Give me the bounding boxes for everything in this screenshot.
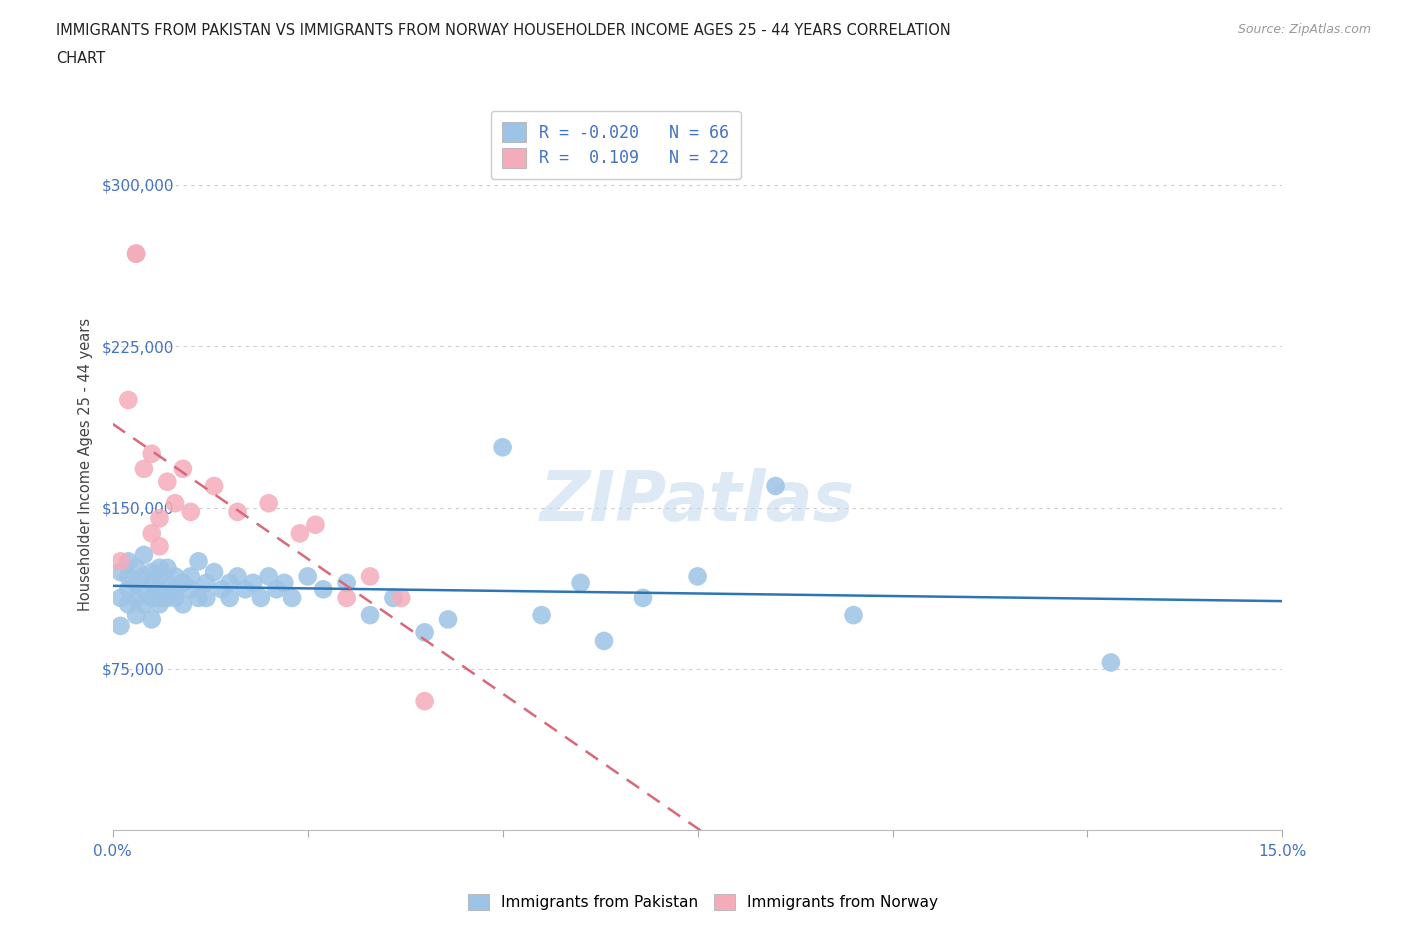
Point bbox=[132, 569, 155, 584]
Point bbox=[250, 591, 273, 605]
Y-axis label: Householder Income Ages 25 - 44 years: Householder Income Ages 25 - 44 years bbox=[79, 318, 93, 611]
Point bbox=[165, 496, 187, 511]
Point bbox=[156, 576, 179, 591]
Point bbox=[242, 576, 264, 591]
Point bbox=[389, 591, 412, 605]
Point bbox=[382, 591, 405, 605]
Point bbox=[218, 576, 240, 591]
Point bbox=[110, 565, 132, 579]
Text: IMMIGRANTS FROM PAKISTAN VS IMMIGRANTS FROM NORWAY HOUSEHOLDER INCOME AGES 25 - : IMMIGRANTS FROM PAKISTAN VS IMMIGRANTS F… bbox=[56, 23, 950, 38]
Point bbox=[148, 538, 170, 553]
Point bbox=[359, 607, 381, 622]
Point bbox=[156, 474, 179, 489]
Point bbox=[117, 569, 139, 584]
Point bbox=[297, 569, 319, 584]
Point bbox=[180, 569, 202, 584]
Point bbox=[226, 504, 249, 519]
Text: ZIPatlas: ZIPatlas bbox=[540, 468, 855, 535]
Point bbox=[273, 576, 295, 591]
Point bbox=[180, 582, 202, 597]
Legend: R = -0.020   N = 66, R =  0.109   N = 22: R = -0.020 N = 66, R = 0.109 N = 22 bbox=[491, 111, 741, 179]
Point bbox=[125, 591, 148, 605]
Point bbox=[125, 607, 148, 622]
Text: CHART: CHART bbox=[56, 51, 105, 66]
Point bbox=[132, 461, 155, 476]
Point bbox=[141, 565, 163, 579]
Point bbox=[686, 569, 709, 584]
Point bbox=[117, 597, 139, 612]
Point bbox=[148, 582, 170, 597]
Point bbox=[233, 582, 256, 597]
Point bbox=[110, 591, 132, 605]
Point bbox=[165, 582, 187, 597]
Point bbox=[117, 392, 139, 407]
Point bbox=[165, 591, 187, 605]
Point bbox=[336, 591, 359, 605]
Point bbox=[125, 561, 148, 576]
Point bbox=[180, 504, 202, 519]
Point bbox=[281, 591, 304, 605]
Point bbox=[125, 576, 148, 591]
Point bbox=[132, 582, 155, 597]
Point bbox=[226, 569, 249, 584]
Point bbox=[218, 591, 240, 605]
Point bbox=[1099, 655, 1122, 670]
Point bbox=[110, 618, 132, 633]
Point bbox=[148, 591, 170, 605]
Point bbox=[132, 597, 155, 612]
Point bbox=[304, 517, 326, 532]
Point bbox=[148, 561, 170, 576]
Point bbox=[569, 576, 592, 591]
Point bbox=[110, 554, 132, 569]
Point bbox=[141, 591, 163, 605]
Point bbox=[125, 246, 148, 261]
Point bbox=[156, 591, 179, 605]
Point bbox=[631, 591, 654, 605]
Point bbox=[172, 461, 194, 476]
Point bbox=[148, 569, 170, 584]
Point bbox=[202, 479, 225, 494]
Point bbox=[257, 496, 280, 511]
Point bbox=[141, 526, 163, 541]
Point bbox=[141, 446, 163, 461]
Text: Source: ZipAtlas.com: Source: ZipAtlas.com bbox=[1237, 23, 1371, 36]
Point bbox=[842, 607, 865, 622]
Point bbox=[437, 612, 460, 627]
Legend: Immigrants from Pakistan, Immigrants from Norway: Immigrants from Pakistan, Immigrants fro… bbox=[460, 886, 946, 918]
Point bbox=[195, 591, 218, 605]
Point bbox=[195, 576, 218, 591]
Point bbox=[117, 554, 139, 569]
Point bbox=[288, 526, 311, 541]
Point bbox=[765, 479, 787, 494]
Point bbox=[141, 612, 163, 627]
Point bbox=[530, 607, 553, 622]
Point bbox=[312, 582, 335, 597]
Point bbox=[148, 511, 170, 525]
Point bbox=[336, 576, 359, 591]
Point bbox=[125, 246, 148, 261]
Point bbox=[593, 633, 616, 648]
Point bbox=[359, 569, 381, 584]
Point bbox=[187, 554, 209, 569]
Point bbox=[202, 565, 225, 579]
Point bbox=[413, 625, 436, 640]
Point bbox=[132, 548, 155, 563]
Point bbox=[117, 582, 139, 597]
Point bbox=[141, 576, 163, 591]
Point bbox=[156, 561, 179, 576]
Point bbox=[413, 694, 436, 709]
Point bbox=[257, 569, 280, 584]
Point bbox=[165, 569, 187, 584]
Point bbox=[266, 582, 288, 597]
Point bbox=[491, 440, 513, 455]
Point bbox=[211, 582, 233, 597]
Point bbox=[172, 576, 194, 591]
Point bbox=[187, 591, 209, 605]
Point bbox=[172, 597, 194, 612]
Point bbox=[148, 597, 170, 612]
